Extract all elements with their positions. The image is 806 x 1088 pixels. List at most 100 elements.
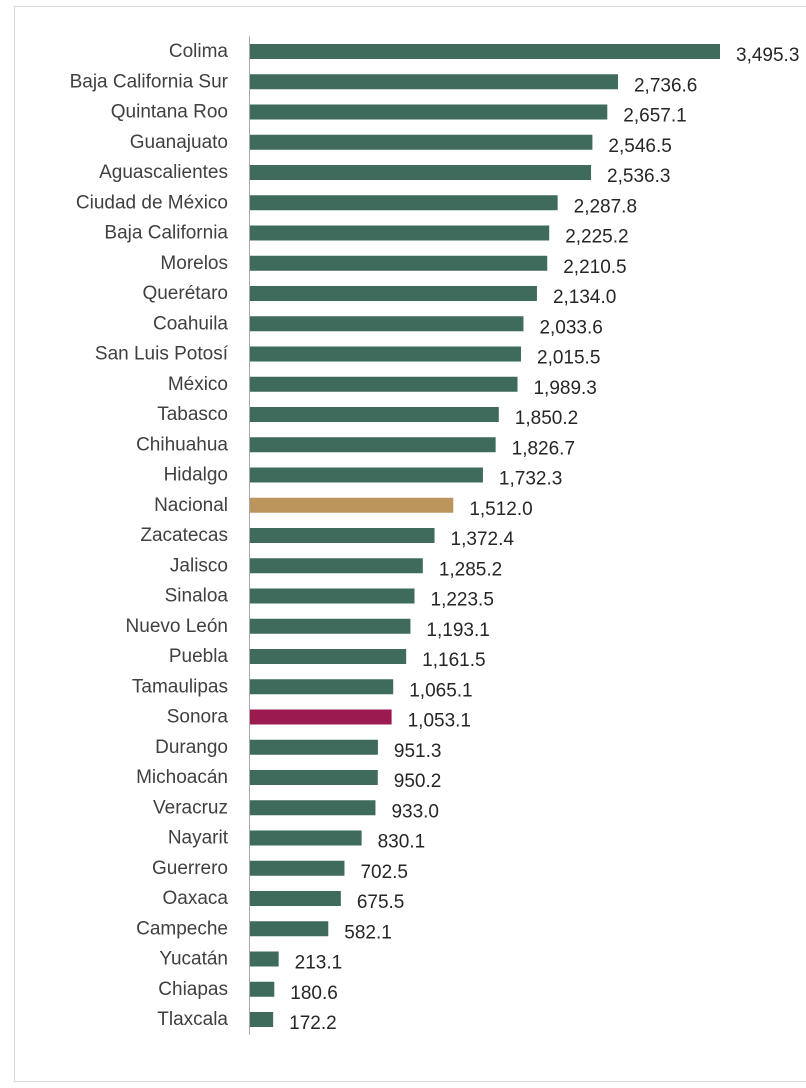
category-label-coahuila: Coahuila xyxy=(153,313,228,334)
value-label-veracruz: 933.0 xyxy=(391,801,439,822)
category-label-sonora: Sonora xyxy=(167,707,229,728)
category-label-jalisco: Jalisco xyxy=(170,555,228,576)
category-label-yucatan: Yucatán xyxy=(159,949,228,970)
category-label-nacional: Nacional xyxy=(154,495,228,516)
category-label-hidalgo: Hidalgo xyxy=(164,465,228,486)
value-label-guerrero: 702.5 xyxy=(360,862,408,883)
category-label-campeche: Campeche xyxy=(136,918,228,939)
category-label-chihuahua: Chihuahua xyxy=(136,434,228,455)
value-label-morelos: 2,210.5 xyxy=(563,257,626,278)
category-label-veracruz: Veracruz xyxy=(153,797,228,818)
category-label-michoacan: Michoacán xyxy=(136,767,228,788)
category-label-baja-california-sur: Baja California Sur xyxy=(70,71,229,92)
value-label-chihuahua: 1,826.7 xyxy=(512,438,575,459)
value-label-nuevo-leon: 1,193.1 xyxy=(426,620,489,641)
bar-mexico xyxy=(250,377,517,392)
category-label-san-luis-potosi: San Luis Potosí xyxy=(95,344,229,365)
bar-sonora xyxy=(250,710,392,725)
value-label-jalisco: 1,285.2 xyxy=(439,559,502,580)
bar-nayarit xyxy=(250,831,362,846)
value-label-nayarit: 830.1 xyxy=(378,832,426,853)
category-label-puebla: Puebla xyxy=(169,646,229,667)
bar-yucatan xyxy=(250,952,279,967)
bar-michoacan xyxy=(250,770,378,785)
bar-veracruz xyxy=(250,800,375,815)
value-label-san-luis-potosi: 2,015.5 xyxy=(537,348,600,369)
category-label-quintana-roo: Quintana Roo xyxy=(111,102,228,123)
bar-baja-california xyxy=(250,226,549,241)
bar-oaxaca xyxy=(250,891,341,906)
category-label-mexico: México xyxy=(168,374,228,395)
value-label-sonora: 1,053.1 xyxy=(408,711,471,732)
value-label-sinaloa: 1,223.5 xyxy=(431,590,494,611)
bar-chiapas xyxy=(250,982,274,997)
value-label-chiapas: 180.6 xyxy=(290,983,338,1004)
bar-sinaloa xyxy=(250,589,415,604)
bar-morelos xyxy=(250,256,547,271)
category-label-sinaloa: Sinaloa xyxy=(165,586,229,607)
value-label-campeche: 582.1 xyxy=(344,922,392,943)
value-label-baja-california-sur: 2,736.6 xyxy=(634,75,697,96)
value-label-tlaxcala: 172.2 xyxy=(289,1013,337,1034)
value-label-puebla: 1,161.5 xyxy=(422,650,485,671)
category-label-aguascalientes: Aguascalientes xyxy=(99,162,228,183)
bar-hidalgo xyxy=(250,468,483,483)
value-label-oaxaca: 675.5 xyxy=(357,892,405,913)
value-label-colima: 3,495.3 xyxy=(736,45,799,66)
bar-colima xyxy=(250,44,720,59)
bar-nacional xyxy=(250,498,453,513)
category-label-chiapas: Chiapas xyxy=(158,979,228,1000)
value-label-mexico: 1,989.3 xyxy=(533,378,596,399)
value-label-durango: 951.3 xyxy=(394,741,442,762)
value-label-aguascalientes: 2,536.3 xyxy=(607,166,670,187)
bar-durango xyxy=(250,740,378,755)
bar-guerrero xyxy=(250,861,344,876)
value-label-tamaulipas: 1,065.1 xyxy=(409,680,472,701)
bar-queretaro xyxy=(250,286,537,301)
bar-nuevo-leon xyxy=(250,619,410,634)
bar-campeche xyxy=(250,921,328,936)
category-label-tlaxcala: Tlaxcala xyxy=(157,1009,228,1030)
bar-chihuahua xyxy=(250,437,496,452)
bar-ciudad-de-mexico xyxy=(250,195,558,210)
category-label-morelos: Morelos xyxy=(160,253,228,274)
value-label-queretaro: 2,134.0 xyxy=(553,287,616,308)
value-label-coahuila: 2,033.6 xyxy=(539,317,602,338)
value-label-nacional: 1,512.0 xyxy=(469,499,532,520)
bar-guanajuato xyxy=(250,135,592,150)
bar-jalisco xyxy=(250,558,423,573)
value-label-zacatecas: 1,372.4 xyxy=(451,529,515,550)
value-label-ciudad-de-mexico: 2,287.8 xyxy=(574,196,637,217)
category-label-durango: Durango xyxy=(155,737,228,758)
category-label-queretaro: Querétaro xyxy=(142,283,228,304)
category-label-baja-california: Baja California xyxy=(104,223,228,244)
category-label-nuevo-leon: Nuevo León xyxy=(126,616,228,637)
value-label-hidalgo: 1,732.3 xyxy=(499,469,562,490)
value-label-tabasco: 1,850.2 xyxy=(515,408,578,429)
bar-puebla xyxy=(250,649,406,664)
bar-tabasco xyxy=(250,407,499,422)
category-label-tabasco: Tabasco xyxy=(157,404,228,425)
category-label-zacatecas: Zacatecas xyxy=(140,525,228,546)
category-label-nayarit: Nayarit xyxy=(168,828,229,849)
value-label-baja-california: 2,225.2 xyxy=(565,227,628,248)
bar-aguascalientes xyxy=(250,165,591,180)
category-label-guerrero: Guerrero xyxy=(152,858,228,879)
bar-baja-california-sur xyxy=(250,74,618,89)
category-label-ciudad-de-mexico: Ciudad de México xyxy=(76,192,228,213)
bar-tlaxcala xyxy=(250,1012,273,1027)
category-label-colima: Colima xyxy=(169,41,229,62)
bar-coahuila xyxy=(250,316,523,331)
category-label-tamaulipas: Tamaulipas xyxy=(132,676,228,697)
category-label-guanajuato: Guanajuato xyxy=(130,132,228,153)
value-label-yucatan: 213.1 xyxy=(295,953,343,974)
bar-quintana-roo xyxy=(250,105,607,120)
value-label-michoacan: 950.2 xyxy=(394,771,442,792)
bar-zacatecas xyxy=(250,528,435,543)
value-label-guanajuato: 2,546.5 xyxy=(608,136,671,157)
value-label-quintana-roo: 2,657.1 xyxy=(623,106,686,127)
bar-san-luis-potosi xyxy=(250,347,521,362)
category-label-oaxaca: Oaxaca xyxy=(163,888,229,909)
category-labels-layer: Colima Baja California Sur Quintana Roo Gua… xyxy=(70,41,229,1030)
